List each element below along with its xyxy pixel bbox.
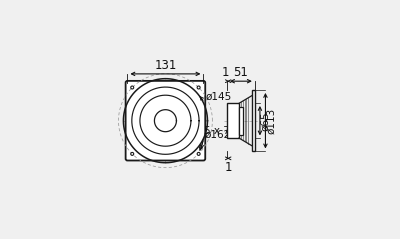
Bar: [227, 103, 239, 138]
Text: 131: 131: [154, 59, 177, 72]
Text: ø162: ø162: [204, 130, 230, 140]
Circle shape: [131, 86, 134, 89]
Circle shape: [197, 152, 200, 155]
Bar: [239, 107, 243, 135]
Text: ø65: ø65: [260, 111, 270, 130]
FancyBboxPatch shape: [126, 81, 205, 161]
Text: 51: 51: [234, 66, 248, 79]
Text: 5 x 7: 5 x 7: [204, 126, 230, 136]
Text: ø145: ø145: [206, 92, 232, 102]
Circle shape: [131, 152, 134, 155]
Text: ø113: ø113: [266, 108, 276, 134]
Text: 1: 1: [224, 161, 232, 174]
Circle shape: [197, 86, 200, 89]
Bar: [252, 90, 255, 151]
Text: 1: 1: [222, 66, 229, 79]
